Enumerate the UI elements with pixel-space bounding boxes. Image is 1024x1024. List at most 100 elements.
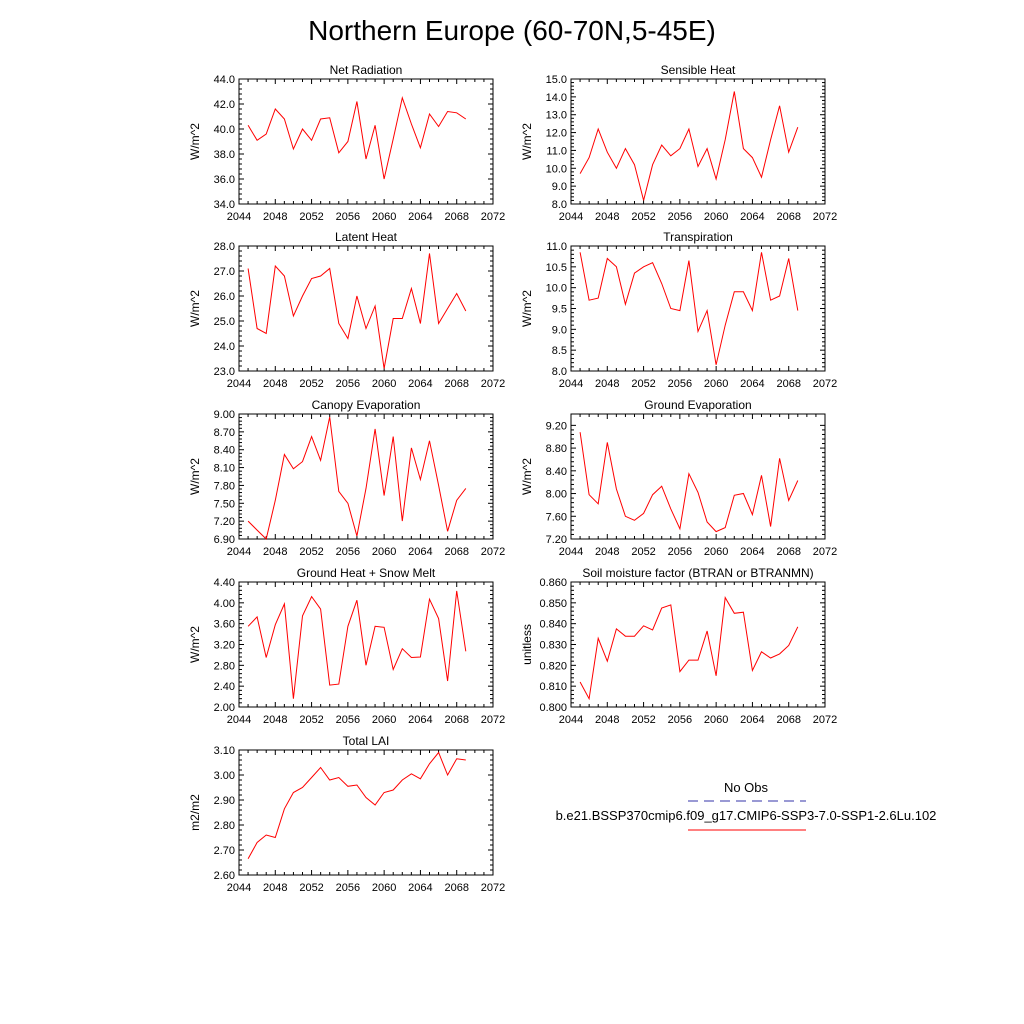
panel-8: Soil moisture factor (BTRAN or BTRANMN) 2… (520, 566, 837, 726)
x-tick-label: 2068 (444, 714, 468, 726)
panel-2: Sensible Heat 2044 2048 2052 2056 2060 2064 206… (520, 63, 837, 223)
x-tick-label: 2068 (776, 211, 800, 223)
y-tick-label: 10.5 (546, 262, 567, 274)
x-tick-label: 2056 (336, 882, 360, 894)
series-line (247, 590, 467, 699)
x-tick-label: 2056 (336, 546, 360, 558)
x-tick-label: 2060 (372, 546, 396, 558)
y-tick-label: 28.0 (214, 241, 235, 253)
y-tick-label: 4.00 (214, 598, 235, 610)
x-tick-label: 2052 (299, 378, 323, 390)
y-tick-label: 9.00 (214, 409, 235, 421)
panel-title: Transpiration (663, 230, 733, 244)
x-tick-label: 2052 (631, 546, 655, 558)
y-tick-label: 8.0 (552, 366, 567, 378)
x-tick-label: 2052 (299, 714, 323, 726)
x-tick-label: 2044 (227, 211, 251, 223)
y-tick-label: 9.0 (552, 181, 567, 193)
x-tick-label: 2056 (668, 211, 692, 223)
x-tick-label: 2068 (776, 378, 800, 390)
y-tick-label: 26.0 (214, 291, 235, 303)
x-tick-label: 2052 (299, 546, 323, 558)
x-tick-label: 2044 (559, 714, 583, 726)
y-tick-label: 2.80 (214, 660, 235, 672)
x-tick-label: 2044 (559, 378, 583, 390)
y-tick-label: 3.60 (214, 619, 235, 631)
y-tick-label: 8.0 (552, 199, 567, 211)
x-tick-label: 2068 (776, 714, 800, 726)
plot-frame (570, 581, 826, 708)
y-axis-label: unitless (520, 624, 534, 665)
y-tick-label: 2.40 (214, 681, 235, 693)
y-axis-label: W/m^2 (188, 458, 202, 495)
x-tick-label: 2044 (227, 882, 251, 894)
panel-3: Latent Heat 2044 2048 2052 2056 2060 2064 2068 2… (188, 230, 505, 390)
x-tick-label: 2056 (336, 714, 360, 726)
x-tick-label: 2068 (776, 546, 800, 558)
x-tick-label: 2072 (481, 211, 505, 223)
y-tick-label: 7.60 (546, 511, 567, 523)
x-tick-label: 2060 (704, 211, 728, 223)
x-tick-label: 2060 (704, 714, 728, 726)
plot-frame (238, 581, 494, 708)
x-tick-label: 2064 (408, 546, 432, 558)
y-tick-label: 8.00 (546, 489, 567, 501)
y-axis-label: W/m^2 (188, 123, 202, 160)
y-tick-label: 15.0 (546, 74, 567, 86)
series-line (579, 596, 799, 701)
y-tick-label: 36.0 (214, 174, 235, 186)
x-tick-label: 2048 (263, 546, 287, 558)
y-tick-label: 2.90 (214, 795, 235, 807)
x-tick-label: 2052 (631, 378, 655, 390)
x-tick-label: 2048 (263, 882, 287, 894)
x-tick-label: 2064 (408, 378, 432, 390)
series-line (579, 252, 799, 365)
x-tick-label: 2064 (740, 714, 764, 726)
y-tick-label: 25.0 (214, 316, 235, 328)
y-tick-label: 27.0 (214, 266, 235, 278)
x-tick-label: 2060 (372, 211, 396, 223)
y-tick-label: 12.0 (546, 128, 567, 140)
y-tick-label: 3.10 (214, 745, 235, 757)
x-tick-label: 2052 (631, 211, 655, 223)
panel-title: Ground Heat + Snow Melt (297, 566, 436, 580)
x-tick-label: 2068 (444, 211, 468, 223)
y-axis-label: m2/m2 (188, 794, 202, 831)
y-tick-label: 13.0 (546, 110, 567, 122)
panel-6: Ground Evaporation 2044 2048 2052 2056 2060 20… (520, 398, 837, 558)
x-tick-label: 2048 (263, 211, 287, 223)
x-tick-label: 2056 (668, 714, 692, 726)
y-tick-label: 0.820 (539, 660, 567, 672)
y-tick-label: 4.40 (214, 577, 235, 589)
x-tick-label: 2060 (372, 882, 396, 894)
x-tick-label: 2048 (595, 211, 619, 223)
y-tick-label: 2.70 (214, 845, 235, 857)
y-tick-label: 2.00 (214, 702, 235, 714)
x-tick-label: 2064 (408, 882, 432, 894)
y-tick-label: 10.0 (546, 163, 567, 175)
y-tick-label: 0.830 (539, 640, 567, 652)
x-tick-label: 2064 (408, 714, 432, 726)
panel-1: Net Radiation 2044 2048 2052 2056 2060 2064 206… (188, 63, 505, 223)
x-tick-label: 2052 (299, 211, 323, 223)
x-tick-label: 2064 (740, 211, 764, 223)
y-tick-label: 8.40 (214, 445, 235, 457)
x-tick-label: 2072 (813, 378, 837, 390)
panel-title: Sensible Heat (661, 63, 736, 77)
x-tick-label: 2060 (372, 378, 396, 390)
x-tick-label: 2060 (372, 714, 396, 726)
y-tick-label: 9.5 (552, 304, 567, 316)
y-tick-label: 7.20 (214, 516, 235, 528)
y-tick-label: 8.40 (546, 466, 567, 478)
x-tick-label: 2072 (813, 714, 837, 726)
y-axis-label: W/m^2 (520, 458, 534, 495)
legend-model-label: b.e21.BSSP370cmip6.f09_g17.CMIP6-SSP3-7.… (556, 808, 937, 823)
x-tick-label: 2072 (481, 378, 505, 390)
x-tick-label: 2048 (595, 378, 619, 390)
y-tick-label: 38.0 (214, 149, 235, 161)
y-tick-label: 7.80 (214, 480, 235, 492)
x-tick-label: 2052 (631, 714, 655, 726)
y-axis-label: W/m^2 (520, 123, 534, 160)
y-axis-label: W/m^2 (520, 290, 534, 327)
